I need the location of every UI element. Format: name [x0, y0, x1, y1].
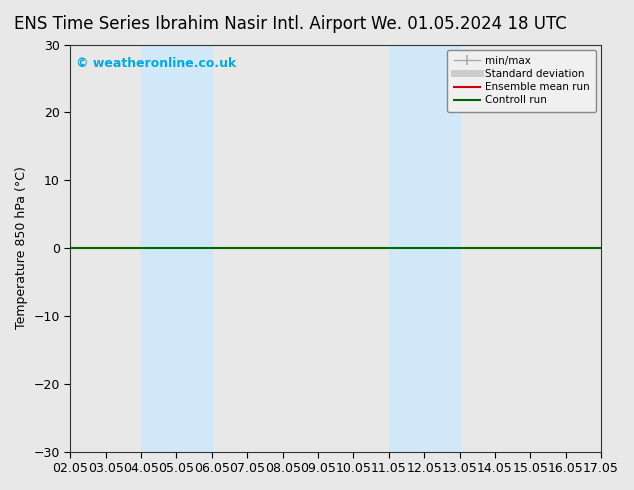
- Y-axis label: Temperature 850 hPa (°C): Temperature 850 hPa (°C): [15, 167, 28, 329]
- Bar: [141, 45, 212, 452]
- Legend: min/max, Standard deviation, Ensemble mean run, Controll run: min/max, Standard deviation, Ensemble me…: [448, 49, 596, 112]
- Text: ENS Time Series Ibrahim Nasir Intl. Airport: ENS Time Series Ibrahim Nasir Intl. Airp…: [14, 15, 366, 33]
- Text: © weatheronline.co.uk: © weatheronline.co.uk: [75, 57, 236, 70]
- Text: We. 01.05.2024 18 UTC: We. 01.05.2024 18 UTC: [372, 15, 567, 33]
- Bar: [389, 45, 460, 452]
